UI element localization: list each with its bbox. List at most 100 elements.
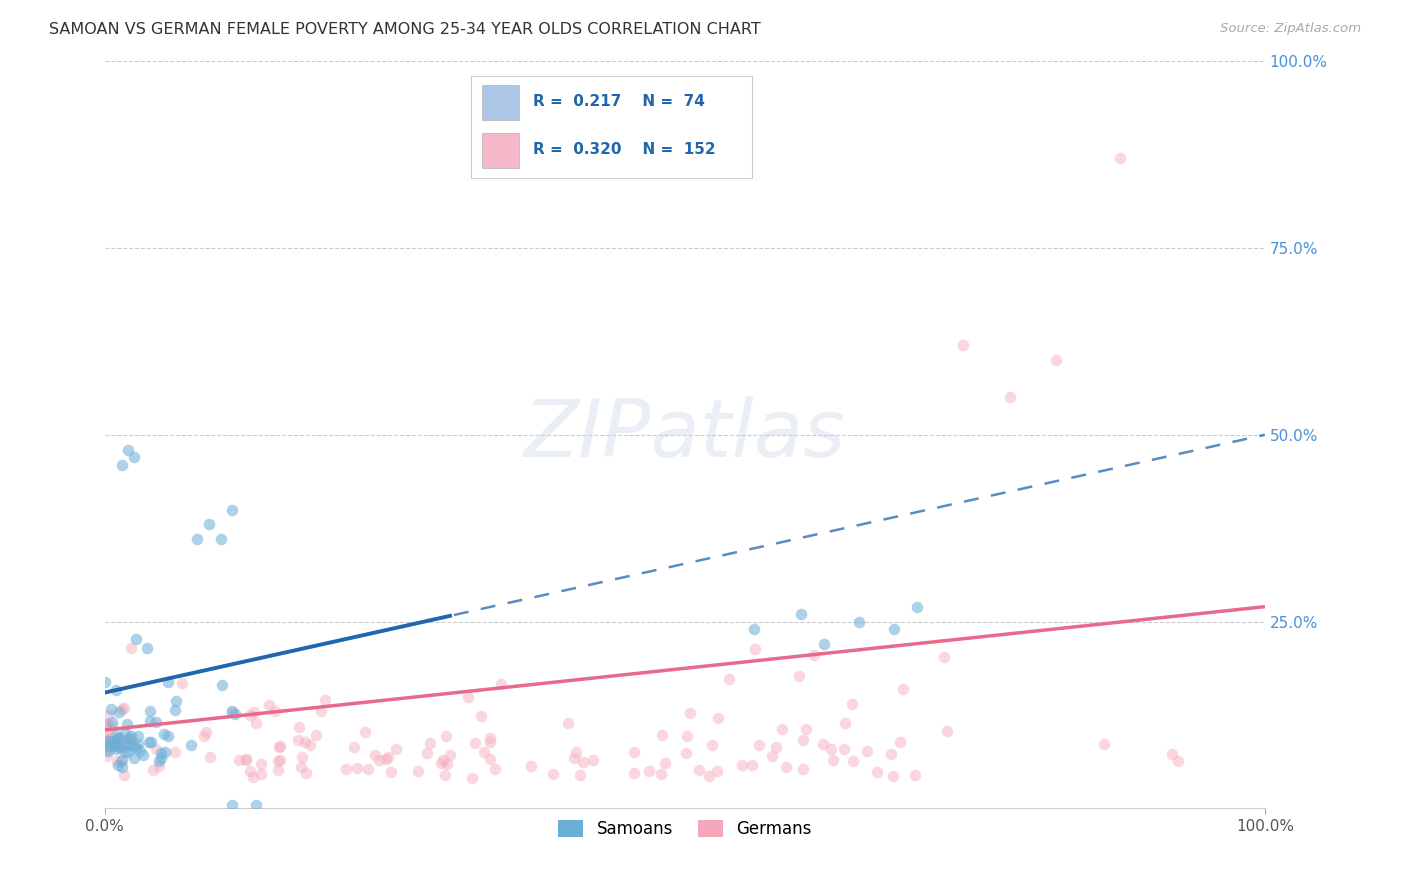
Point [557, 716, 579, 731]
Point [761, 748, 783, 763]
Point [461, 771, 484, 785]
Point [562, 750, 585, 764]
Point [115, 733, 138, 747]
Point [842, 755, 865, 769]
Point [932, 649, 955, 664]
Point [520, 759, 543, 773]
Point [96, 749, 118, 764]
Point [294, 735, 316, 749]
Point [772, 722, 794, 736]
Point [479, 735, 502, 749]
Point [117, 717, 139, 731]
Point [165, 703, 187, 717]
Point [245, 716, 267, 731]
FancyBboxPatch shape [482, 133, 519, 168]
Point [195, 725, 218, 739]
Point [118, 739, 141, 753]
Point [419, 736, 441, 750]
Point [94, 723, 117, 737]
Point [127, 729, 149, 743]
Point [794, 723, 817, 737]
Point [111, 740, 134, 755]
Point [114, 746, 136, 760]
Point [186, 533, 208, 547]
Point [287, 733, 309, 747]
Point [114, 726, 136, 740]
Point [744, 622, 766, 636]
Point [111, 760, 134, 774]
Point [136, 641, 159, 656]
Point [269, 739, 291, 754]
Point [813, 737, 835, 751]
Point [309, 704, 332, 718]
Point [314, 693, 336, 707]
Point [193, 730, 215, 744]
Point [905, 599, 928, 614]
Point [111, 702, 134, 716]
Point [150, 750, 173, 764]
Point [125, 632, 148, 647]
Point [731, 757, 754, 772]
Point [96, 717, 118, 731]
Point [243, 705, 266, 719]
Point [765, 740, 787, 755]
Point [120, 641, 142, 656]
Point [103, 739, 125, 753]
Point [120, 733, 142, 747]
Point [848, 615, 870, 629]
Point [108, 705, 131, 719]
Point [543, 766, 565, 780]
Point [209, 533, 232, 547]
Point [163, 745, 186, 759]
Point [748, 738, 770, 752]
Point [221, 705, 243, 719]
Point [105, 736, 128, 750]
Point [94, 719, 117, 733]
Point [676, 729, 699, 743]
Point [117, 731, 139, 745]
Point [94, 731, 117, 745]
Point [141, 735, 163, 749]
Point [820, 741, 842, 756]
Point [688, 763, 710, 777]
Point [101, 735, 124, 749]
Point [385, 742, 408, 756]
Point [675, 746, 697, 760]
Point [257, 698, 280, 712]
Point [295, 766, 318, 780]
Point [100, 733, 122, 747]
Point [250, 756, 273, 771]
Point [439, 747, 461, 762]
Point [242, 770, 264, 784]
Point [122, 739, 145, 754]
Point [267, 764, 290, 778]
Point [790, 607, 813, 622]
Point [699, 769, 721, 783]
Point [357, 762, 380, 776]
Point [153, 745, 176, 759]
Point [228, 753, 250, 767]
Point [239, 764, 262, 778]
Point [148, 759, 170, 773]
Point [464, 736, 486, 750]
Point [654, 756, 676, 771]
Point [375, 752, 398, 766]
Point [866, 765, 889, 780]
Point [96, 737, 118, 751]
Point [198, 750, 221, 764]
Point [139, 704, 162, 718]
Point [430, 756, 453, 771]
Point [165, 694, 187, 708]
Point [107, 739, 129, 754]
Text: Source: ZipAtlas.com: Source: ZipAtlas.com [1220, 22, 1361, 36]
Point [882, 769, 904, 783]
Text: R =  0.320    N =  152: R = 0.320 N = 152 [533, 142, 716, 157]
Point [132, 748, 155, 763]
Point [353, 724, 375, 739]
Point [145, 714, 167, 729]
Point [707, 711, 730, 725]
Point [834, 742, 856, 756]
Point [434, 767, 457, 781]
Point [111, 753, 134, 767]
Point [117, 442, 139, 457]
